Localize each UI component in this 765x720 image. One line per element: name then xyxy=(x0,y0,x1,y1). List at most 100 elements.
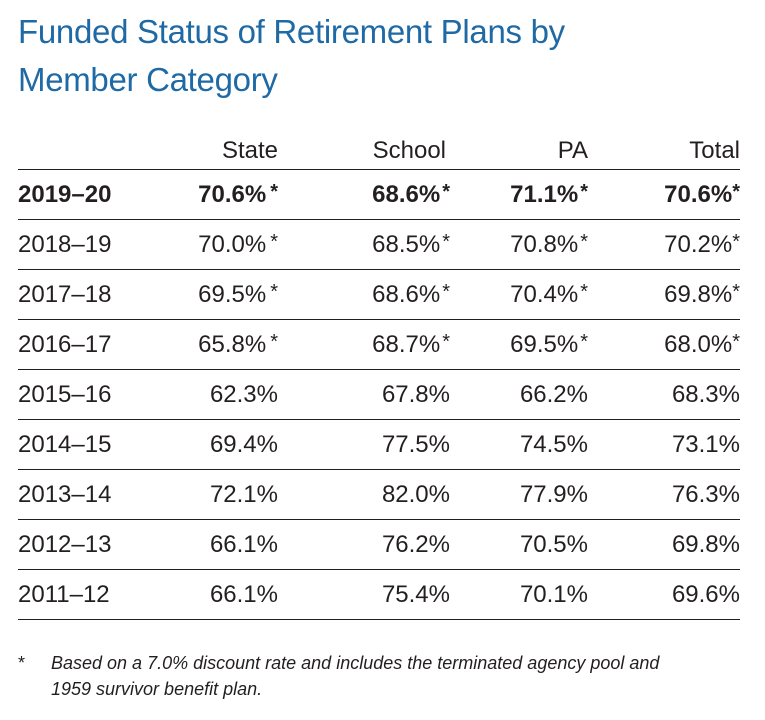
cell-state-value: 70.6% xyxy=(198,180,267,208)
cell-total: 70.2% * xyxy=(618,220,740,269)
cell-pa-value: 70.5% xyxy=(519,530,588,558)
cell-pa: 74.5% xyxy=(478,420,588,469)
cell-school-value: 68.6% xyxy=(372,280,441,308)
cell-total-value: 69.6% xyxy=(671,580,740,608)
footnote-star: * xyxy=(732,281,740,303)
cell-total-value: 70.6% xyxy=(664,180,733,208)
header-state: State xyxy=(221,137,278,164)
cell-total: 73.1% xyxy=(618,420,740,469)
cell-total-value: 68.3% xyxy=(671,380,740,408)
footnote-star: * xyxy=(580,331,588,353)
cell-school: 67.8% xyxy=(338,370,450,419)
footnote-star: * xyxy=(732,331,740,353)
cell-total: 70.6% * xyxy=(618,170,740,219)
table-row: 2019–20 70.6% * 68.6% * 71.1% * 70.6% * xyxy=(18,170,740,220)
table-row: 2016–17 65.8% * 68.7% * 69.5% * 68.0% * xyxy=(18,320,740,370)
footnote-star: * xyxy=(270,281,278,303)
cell-school-value: 75.4% xyxy=(381,580,450,608)
table-row: 2017–18 69.5% * 68.6% * 70.4% * 69.8% * xyxy=(18,270,740,320)
cell-year: 2013–14 xyxy=(18,480,112,508)
table-row: 2013–14 72.1% 82.0% 77.9% 76.3% xyxy=(18,470,740,520)
footnote-star: * xyxy=(442,231,450,253)
cell-state: 65.8% * xyxy=(178,320,278,369)
cell-state-value: 66.1% xyxy=(209,580,278,608)
cell-year: 2016–17 xyxy=(18,330,112,358)
cell-total: 68.3% xyxy=(618,370,740,419)
footnote-star: * xyxy=(442,331,450,353)
table-row: 2012–13 66.1% 76.2% 70.5% 69.8% xyxy=(18,520,740,570)
footnote-star: * xyxy=(270,231,278,253)
cell-total: 76.3% xyxy=(618,470,740,519)
cell-school-value: 67.8% xyxy=(381,380,450,408)
cell-school: 68.6% * xyxy=(338,270,450,319)
cell-total-value: 68.0% xyxy=(664,330,733,358)
cell-year: 2018–19 xyxy=(18,230,112,258)
header-pa: PA xyxy=(557,137,588,164)
footnote-star: * xyxy=(580,231,588,253)
cell-pa: 71.1% * xyxy=(478,170,588,219)
table-row: 2018–19 70.0% * 68.5% * 70.8% * 70.2% * xyxy=(18,220,740,270)
footnote-star: * xyxy=(270,181,278,203)
cell-school: 82.0% xyxy=(338,470,450,519)
cell-state-value: 66.1% xyxy=(209,530,278,558)
cell-year: 2017–18 xyxy=(18,280,112,308)
cell-state: 70.6% * xyxy=(178,170,278,219)
footnote-star: * xyxy=(442,181,450,203)
footnote-star: * xyxy=(442,281,450,303)
cell-school: 68.5% * xyxy=(338,220,450,269)
cell-total: 68.0% * xyxy=(618,320,740,369)
cell-year: 2012–13 xyxy=(18,530,112,558)
cell-year: 2019–20 xyxy=(18,180,112,208)
cell-state-value: 69.4% xyxy=(209,430,278,458)
cell-pa-value: 70.4% xyxy=(510,280,579,308)
cell-pa: 70.8% * xyxy=(478,220,588,269)
cell-school: 77.5% xyxy=(338,420,450,469)
cell-pa: 70.4% * xyxy=(478,270,588,319)
cell-year: 2011–12 xyxy=(18,580,110,608)
table-row: 2014–15 69.4% 77.5% 74.5% 73.1% xyxy=(18,420,740,470)
cell-state-value: 65.8% xyxy=(198,330,267,358)
cell-state-value: 70.0% xyxy=(198,230,267,258)
cell-school-value: 68.7% xyxy=(372,330,441,358)
cell-school-value: 68.6% xyxy=(372,180,441,208)
cell-total-value: 76.3% xyxy=(671,480,740,508)
cell-school-value: 82.0% xyxy=(381,480,450,508)
cell-total-value: 73.1% xyxy=(671,430,740,458)
cell-state-value: 69.5% xyxy=(198,280,267,308)
cell-pa: 77.9% xyxy=(478,470,588,519)
cell-total-value: 69.8% xyxy=(671,530,740,558)
cell-pa-value: 70.8% xyxy=(510,230,579,258)
cell-school: 75.4% xyxy=(338,570,450,619)
header-total: Total xyxy=(689,137,740,164)
cell-state: 72.1% xyxy=(178,470,278,519)
cell-total: 69.6% xyxy=(618,570,740,619)
page-title: Funded Status of Retirement Plans by Mem… xyxy=(18,13,565,98)
cell-pa-value: 66.2% xyxy=(519,380,588,408)
footnote-star: * xyxy=(732,181,740,203)
cell-state: 69.5% * xyxy=(178,270,278,319)
cell-school-value: 77.5% xyxy=(381,430,450,458)
header-school: School xyxy=(372,137,446,164)
cell-year: 2015–16 xyxy=(18,380,112,408)
cell-pa-value: 69.5% xyxy=(510,330,579,358)
cell-total-value: 70.2% xyxy=(664,230,733,258)
cell-school: 68.6% * xyxy=(338,170,450,219)
cell-total: 69.8% xyxy=(618,520,740,569)
cell-pa: 70.1% xyxy=(478,570,588,619)
funded-status-table: State School PA Total 2019–20 70.6% * 68.6%… xyxy=(18,128,740,620)
cell-state: 69.4% xyxy=(178,420,278,469)
footnote-star: * xyxy=(732,231,740,253)
table-header-row: State School PA Total xyxy=(18,128,740,170)
footnote-text: Based on a 7.0% discount rate and includ… xyxy=(51,653,660,699)
cell-total: 69.8% * xyxy=(618,270,740,319)
cell-state-value: 72.1% xyxy=(209,480,278,508)
cell-pa-value: 70.1% xyxy=(519,580,588,608)
cell-pa: 69.5% * xyxy=(478,320,588,369)
cell-state: 62.3% xyxy=(178,370,278,419)
table-body: 2019–20 70.6% * 68.6% * 71.1% * 70.6% * 2018–19 70… xyxy=(18,170,740,620)
cell-pa-value: 74.5% xyxy=(519,430,588,458)
footnote-mark: * xyxy=(18,653,26,673)
footnote-star: * xyxy=(580,181,588,203)
cell-pa-value: 77.9% xyxy=(519,480,588,508)
cell-school: 76.2% xyxy=(338,520,450,569)
